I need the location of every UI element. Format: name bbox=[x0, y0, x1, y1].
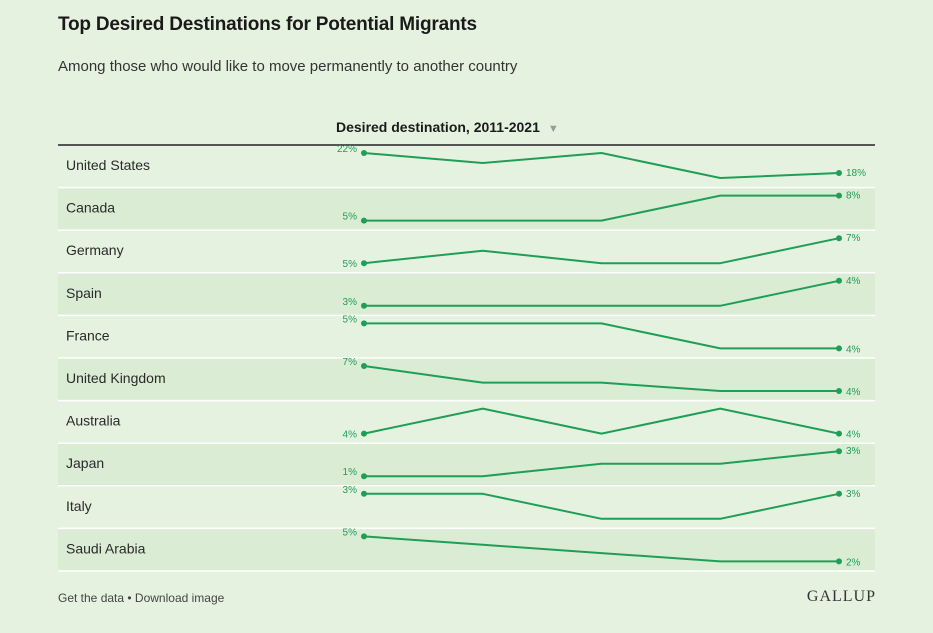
end-value-label: 3% bbox=[846, 489, 861, 500]
series-line bbox=[364, 492, 840, 520]
row-background bbox=[58, 272, 875, 316]
end-point bbox=[836, 192, 842, 199]
row-label: Italy bbox=[66, 498, 92, 514]
triangle-down-icon[interactable]: ▼ bbox=[547, 123, 559, 135]
start-point bbox=[361, 302, 367, 309]
start-point bbox=[361, 473, 367, 480]
series-line bbox=[364, 279, 840, 307]
row-label: Saudi Arabia bbox=[66, 540, 146, 556]
start-value-label: 5% bbox=[343, 314, 358, 325]
column-header-label: Desired destination, 2011-2021 bbox=[336, 119, 540, 135]
gallup-logo: GALLUP bbox=[806, 588, 876, 605]
chart-title: Top Desired Destinations for Potential M… bbox=[58, 14, 477, 35]
series-line bbox=[364, 322, 839, 350]
series-line bbox=[363, 365, 839, 392]
end-point bbox=[836, 345, 842, 352]
row-label: Australia bbox=[66, 413, 121, 429]
end-point bbox=[836, 277, 842, 284]
series-line bbox=[363, 535, 839, 563]
end-value-label: 8% bbox=[846, 191, 861, 202]
start-value-label: 5% bbox=[343, 527, 358, 538]
start-point bbox=[361, 490, 367, 497]
start-value-label: 5% bbox=[343, 259, 358, 270]
start-value-label: 5% bbox=[343, 212, 358, 223]
series-line bbox=[363, 152, 840, 179]
row-label: Spain bbox=[66, 285, 102, 301]
end-value-label: 18% bbox=[846, 168, 866, 179]
row-label: France bbox=[66, 327, 110, 343]
end-value-label: 7% bbox=[846, 233, 861, 244]
row-background bbox=[58, 187, 875, 231]
footer-links: Get the data • Download image bbox=[58, 591, 224, 605]
row-label: Canada bbox=[66, 200, 115, 216]
row-label: Germany bbox=[66, 242, 124, 258]
row-label: United Kingdom bbox=[66, 370, 166, 386]
end-value-label: 2% bbox=[846, 557, 861, 568]
row-label: Japan bbox=[66, 455, 104, 471]
end-point bbox=[836, 558, 842, 565]
series-line bbox=[364, 194, 839, 222]
start-point bbox=[361, 217, 367, 224]
start-point bbox=[361, 430, 367, 437]
chart-subtitle: Among those who would like to move perma… bbox=[58, 58, 518, 75]
start-point bbox=[361, 260, 367, 267]
get-data-link[interactable]: Get the data bbox=[58, 591, 125, 605]
series-line bbox=[363, 237, 840, 265]
row-background bbox=[58, 528, 875, 571]
footer-separator: • bbox=[124, 591, 135, 605]
start-value-label: 1% bbox=[343, 467, 358, 478]
end-value-label: 4% bbox=[846, 344, 861, 355]
end-value-label: 4% bbox=[846, 276, 861, 287]
end-value-label: 4% bbox=[846, 430, 861, 441]
start-value-label: 7% bbox=[343, 357, 358, 368]
end-point bbox=[836, 430, 842, 437]
column-header[interactable]: Desired destination, 2011-2021 ▼ bbox=[336, 119, 559, 135]
start-point bbox=[361, 363, 367, 369]
start-value-label: 3% bbox=[343, 485, 358, 496]
start-point bbox=[361, 533, 367, 540]
start-value-label: 22% bbox=[337, 144, 357, 155]
end-point bbox=[836, 448, 842, 455]
end-point bbox=[836, 235, 842, 242]
series-line bbox=[364, 450, 840, 478]
end-point bbox=[836, 170, 842, 176]
end-point bbox=[836, 388, 842, 394]
end-value-label: 4% bbox=[846, 387, 861, 398]
row-label: United States bbox=[66, 157, 150, 173]
end-point bbox=[836, 490, 842, 497]
series-line bbox=[363, 407, 840, 435]
row-background bbox=[58, 358, 875, 401]
download-image-link[interactable]: Download image bbox=[134, 591, 225, 605]
start-value-label: 4% bbox=[343, 430, 358, 441]
row-background bbox=[58, 443, 875, 486]
start-value-label: 3% bbox=[343, 297, 358, 308]
start-point bbox=[361, 320, 367, 327]
start-point bbox=[361, 150, 367, 156]
end-value-label: 3% bbox=[846, 446, 861, 457]
